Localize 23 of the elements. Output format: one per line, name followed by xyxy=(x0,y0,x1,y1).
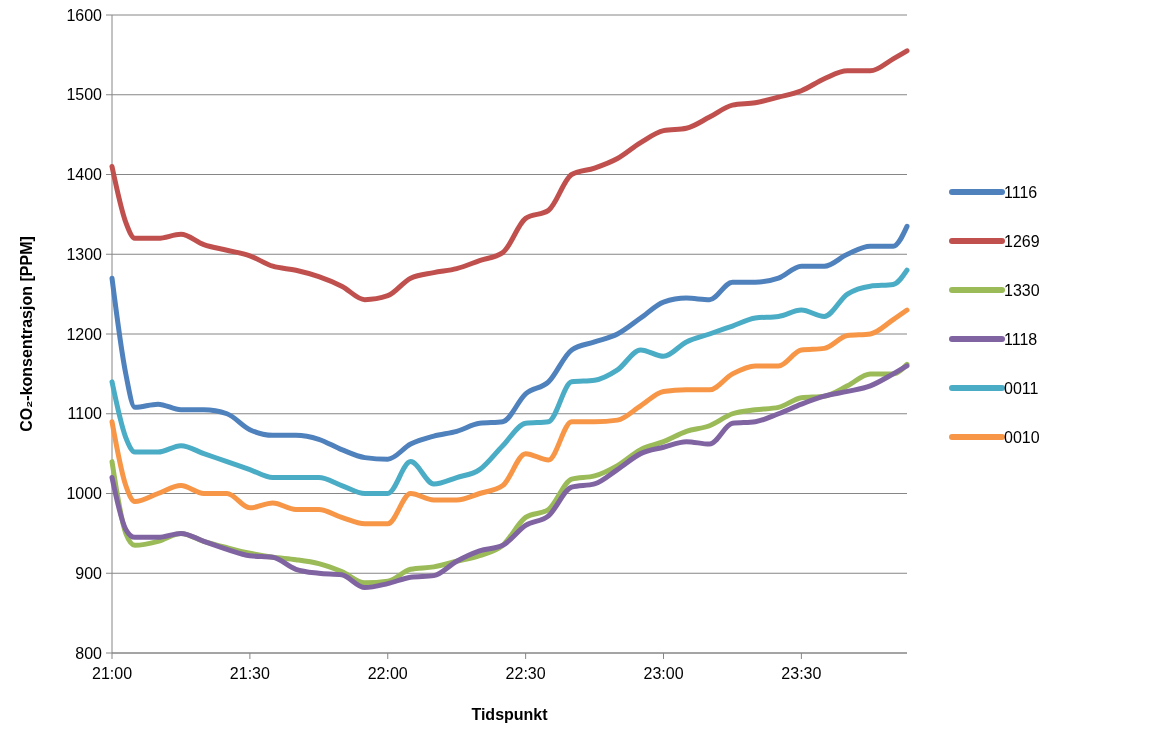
legend-label: 0011 xyxy=(1004,379,1039,397)
x-tick-label: 23:30 xyxy=(781,665,822,682)
legend-label: 1330 xyxy=(1004,281,1040,299)
x-tick-label: 22:00 xyxy=(367,665,408,682)
y-tick-label: 900 xyxy=(75,564,103,582)
y-tick-label: 1200 xyxy=(66,325,103,343)
x-tick-label: 22:30 xyxy=(505,665,546,682)
y-tick-label: 800 xyxy=(75,644,103,662)
y-tick-label: 1100 xyxy=(67,405,103,423)
x-tick-label: 21:30 xyxy=(229,665,270,682)
y-tick-label: 1500 xyxy=(66,86,103,104)
x-tick-label: 21:00 xyxy=(91,665,133,682)
x-tick-label: 23:00 xyxy=(643,665,684,682)
legend-label: 1269 xyxy=(1004,232,1040,250)
legend-label: 1118 xyxy=(1004,330,1038,348)
y-tick-label: 1400 xyxy=(66,166,103,184)
legend-label: 0010 xyxy=(1004,428,1040,446)
legend-label: 1116 xyxy=(1004,183,1038,201)
y-tick-label: 1600 xyxy=(66,6,103,24)
y-axis-title: CO₂-konsentrasjon [PPM] xyxy=(18,236,35,432)
y-tick-label: 1000 xyxy=(66,485,103,503)
x-axis-title: Tidspunkt xyxy=(471,706,549,723)
y-tick-label: 1300 xyxy=(66,245,103,263)
